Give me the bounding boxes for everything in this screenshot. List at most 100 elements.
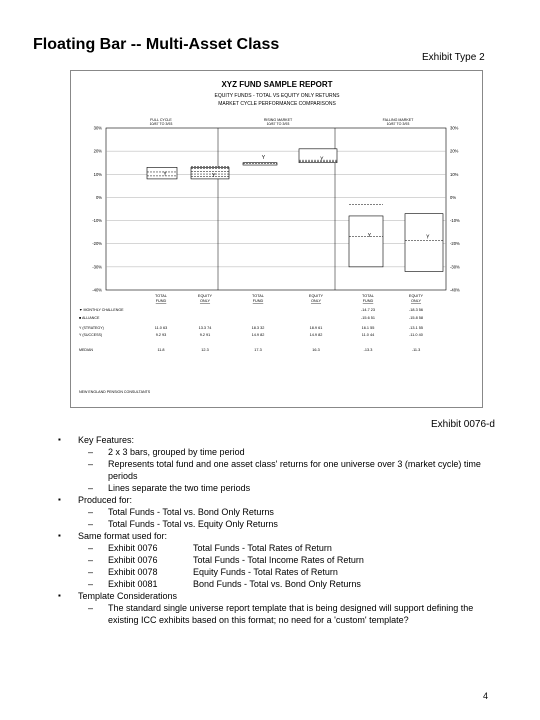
sub-bullet-item: – Exhibit 0081 Bond Funds - Total vs. Bond…	[58, 578, 498, 590]
y-tick-right: 10%	[450, 172, 459, 177]
page-number: 4	[483, 691, 489, 701]
table-cell: -13.1 55	[409, 326, 423, 330]
slide-title: Floating Bar -- Multi-Asset Class	[33, 36, 280, 53]
table-cell: -14.7 23	[361, 308, 375, 312]
table-cell: 11.8	[157, 348, 164, 352]
table-cell: 16.1 55	[362, 326, 375, 330]
table-cell: 13.3 74	[199, 326, 212, 330]
table-header: TOTAL	[155, 294, 167, 298]
sub-bullet-dash: –	[88, 567, 94, 577]
table-header: TOTAL	[252, 294, 264, 298]
y-tick-left: 20%	[94, 149, 103, 154]
table-header: EQUITY	[309, 294, 324, 298]
bar-marker: Y	[212, 173, 216, 179]
table-cell: -18.3 56	[409, 308, 423, 312]
exhibit-ref: Exhibit 0081	[108, 579, 158, 589]
bullet-text: Produced for:	[78, 495, 133, 505]
table-row-label: MEDIAN	[79, 348, 93, 352]
bar-marker: Y	[320, 157, 324, 163]
table-header: EQUITY	[198, 294, 213, 298]
sub-bullet-item: – Total Funds - Total vs. Bond Only Retur…	[58, 506, 498, 518]
plot-frame	[105, 127, 447, 291]
bullet-text: Key Features:	[78, 435, 135, 445]
y-tick-right: 20%	[450, 149, 459, 154]
sub-bullet-text: 2 x 3 bars, grouped by time period	[108, 447, 245, 457]
bullet-marker: ▪	[58, 495, 61, 504]
table-row-label: ▼ MONTHLY CHALLENGE	[79, 308, 124, 312]
sub-bullet-text: Total Funds - Total Rates of Return	[193, 543, 332, 553]
sub-bullet-dash: –	[88, 603, 94, 613]
floating-bar	[404, 213, 444, 272]
sub-bullet-dash: –	[88, 579, 94, 589]
bullet-list: ▪ Key Features: – 2 x 3 bars, grouped by ti…	[58, 434, 498, 626]
bullet-text: Same format used for:	[78, 531, 168, 541]
bar-marker: Y	[368, 233, 372, 239]
exhibit-number: Exhibit 0076-d	[431, 419, 495, 430]
report-subtitle-1: EQUITY FUNDS - TOTAL VS EQUITY ONLY RETU…	[214, 93, 340, 99]
y-tick-right: -40%	[450, 288, 460, 293]
bullet-marker: ▪	[58, 435, 61, 444]
table-header: FUND	[363, 299, 374, 303]
period-dates: 10/87 TO 3/93	[150, 122, 173, 126]
table-cell: -11.3	[412, 348, 420, 352]
table-cell: -15.8 58	[409, 316, 423, 320]
y-tick-right: 30%	[450, 126, 459, 131]
sub-bullet-item: – Exhibit 0076 Total Funds - Total Income …	[58, 554, 498, 566]
sub-bullet-item: – Exhibit 0076 Total Funds - Total Rates o…	[58, 542, 498, 554]
y-tick-right: -30%	[450, 264, 460, 269]
sub-bullet-text: Total Funds - Total vs. Bond Only Return…	[108, 507, 274, 517]
y-tick-left: -20%	[92, 241, 102, 246]
table-cell: 11.0 63	[155, 326, 167, 330]
sub-bullet-dash: –	[88, 519, 94, 529]
period-name: FALLING MARKET	[383, 118, 415, 122]
y-tick-left: -40%	[92, 288, 102, 293]
period-dates: 10/87 TO 3/93	[387, 122, 410, 126]
report-subtitle-2: MARKET CYCLE PERFORMANCE COMPARISONS	[218, 101, 336, 107]
sub-bullet-dash: –	[88, 555, 94, 565]
table-cell: -11.0 40	[409, 333, 423, 337]
exhibit-ref: Exhibit 0076	[108, 543, 158, 553]
floating-bar	[348, 215, 384, 268]
floating-bar	[190, 167, 230, 180]
table-header: FUND	[253, 299, 264, 303]
report-title: XYZ FUND SAMPLE REPORT	[221, 80, 332, 89]
sub-bullet-text: Represents total fund and one asset clas…	[108, 459, 481, 481]
table-header: ONLY	[200, 299, 211, 303]
y-tick-left: 30%	[94, 126, 103, 131]
table-header: TOTAL	[362, 294, 374, 298]
period-name: FULL CYCLE	[150, 118, 172, 122]
table-row-label: Y (STRATEGY)	[79, 326, 104, 330]
table-row-label: ■ ALLIANCE	[79, 316, 100, 320]
y-tick-right: -20%	[450, 241, 460, 246]
period-name: RISING MARKET	[264, 118, 293, 122]
y-tick-left: 10%	[94, 172, 103, 177]
sub-bullet-text: Equity Funds - Total Rates of Return	[193, 567, 338, 577]
table-cell: 9.2 93	[156, 333, 167, 337]
exhibit-type: Exhibit Type 2	[422, 52, 485, 63]
bullet-item: ▪ Template Considerations	[58, 590, 498, 602]
sub-bullet-item: – Total Funds - Total vs. Equity Only Ret…	[58, 518, 498, 530]
sub-bullet-item: – The standard single universe report tem…	[58, 602, 498, 626]
floating-bar	[298, 148, 338, 164]
table-row-label: Y (SUCCESS)	[79, 333, 102, 337]
sub-bullet-text: Total Funds - Total vs. Equity Only Retu…	[108, 519, 278, 529]
table-header: ONLY	[411, 299, 422, 303]
table-cell: -13.3	[364, 348, 373, 352]
floating-bar-chart: XYZ FUND SAMPLE REPORT EQUITY FUNDS - TO…	[79, 80, 460, 394]
bullet-marker: ▪	[58, 591, 61, 600]
sub-bullet-dash: –	[88, 507, 94, 517]
sub-bullet-text: The standard single universe report temp…	[108, 603, 474, 625]
table-cell: 9.2 91	[200, 333, 211, 337]
exhibit-ref: Exhibit 0076	[108, 555, 158, 565]
y-tick-left: -10%	[92, 218, 102, 223]
sub-bullet-dash: –	[88, 459, 94, 469]
report-source: NEW ENGLAND PENSION CONSULTANTS	[79, 390, 151, 394]
table-cell: 18.9 61	[310, 326, 323, 330]
report-frame: XYZ FUND SAMPLE REPORT EQUITY FUNDS - TO…	[70, 70, 483, 408]
table-cell: 14.9 82	[310, 333, 323, 337]
y-tick-left: -30%	[92, 264, 102, 269]
sub-bullet-dash: –	[88, 483, 94, 493]
floating-bar	[146, 167, 178, 180]
sub-bullet-item: – Exhibit 0078 Equity Funds - Total Rates …	[58, 566, 498, 578]
y-tick-right: 0%	[450, 195, 456, 200]
